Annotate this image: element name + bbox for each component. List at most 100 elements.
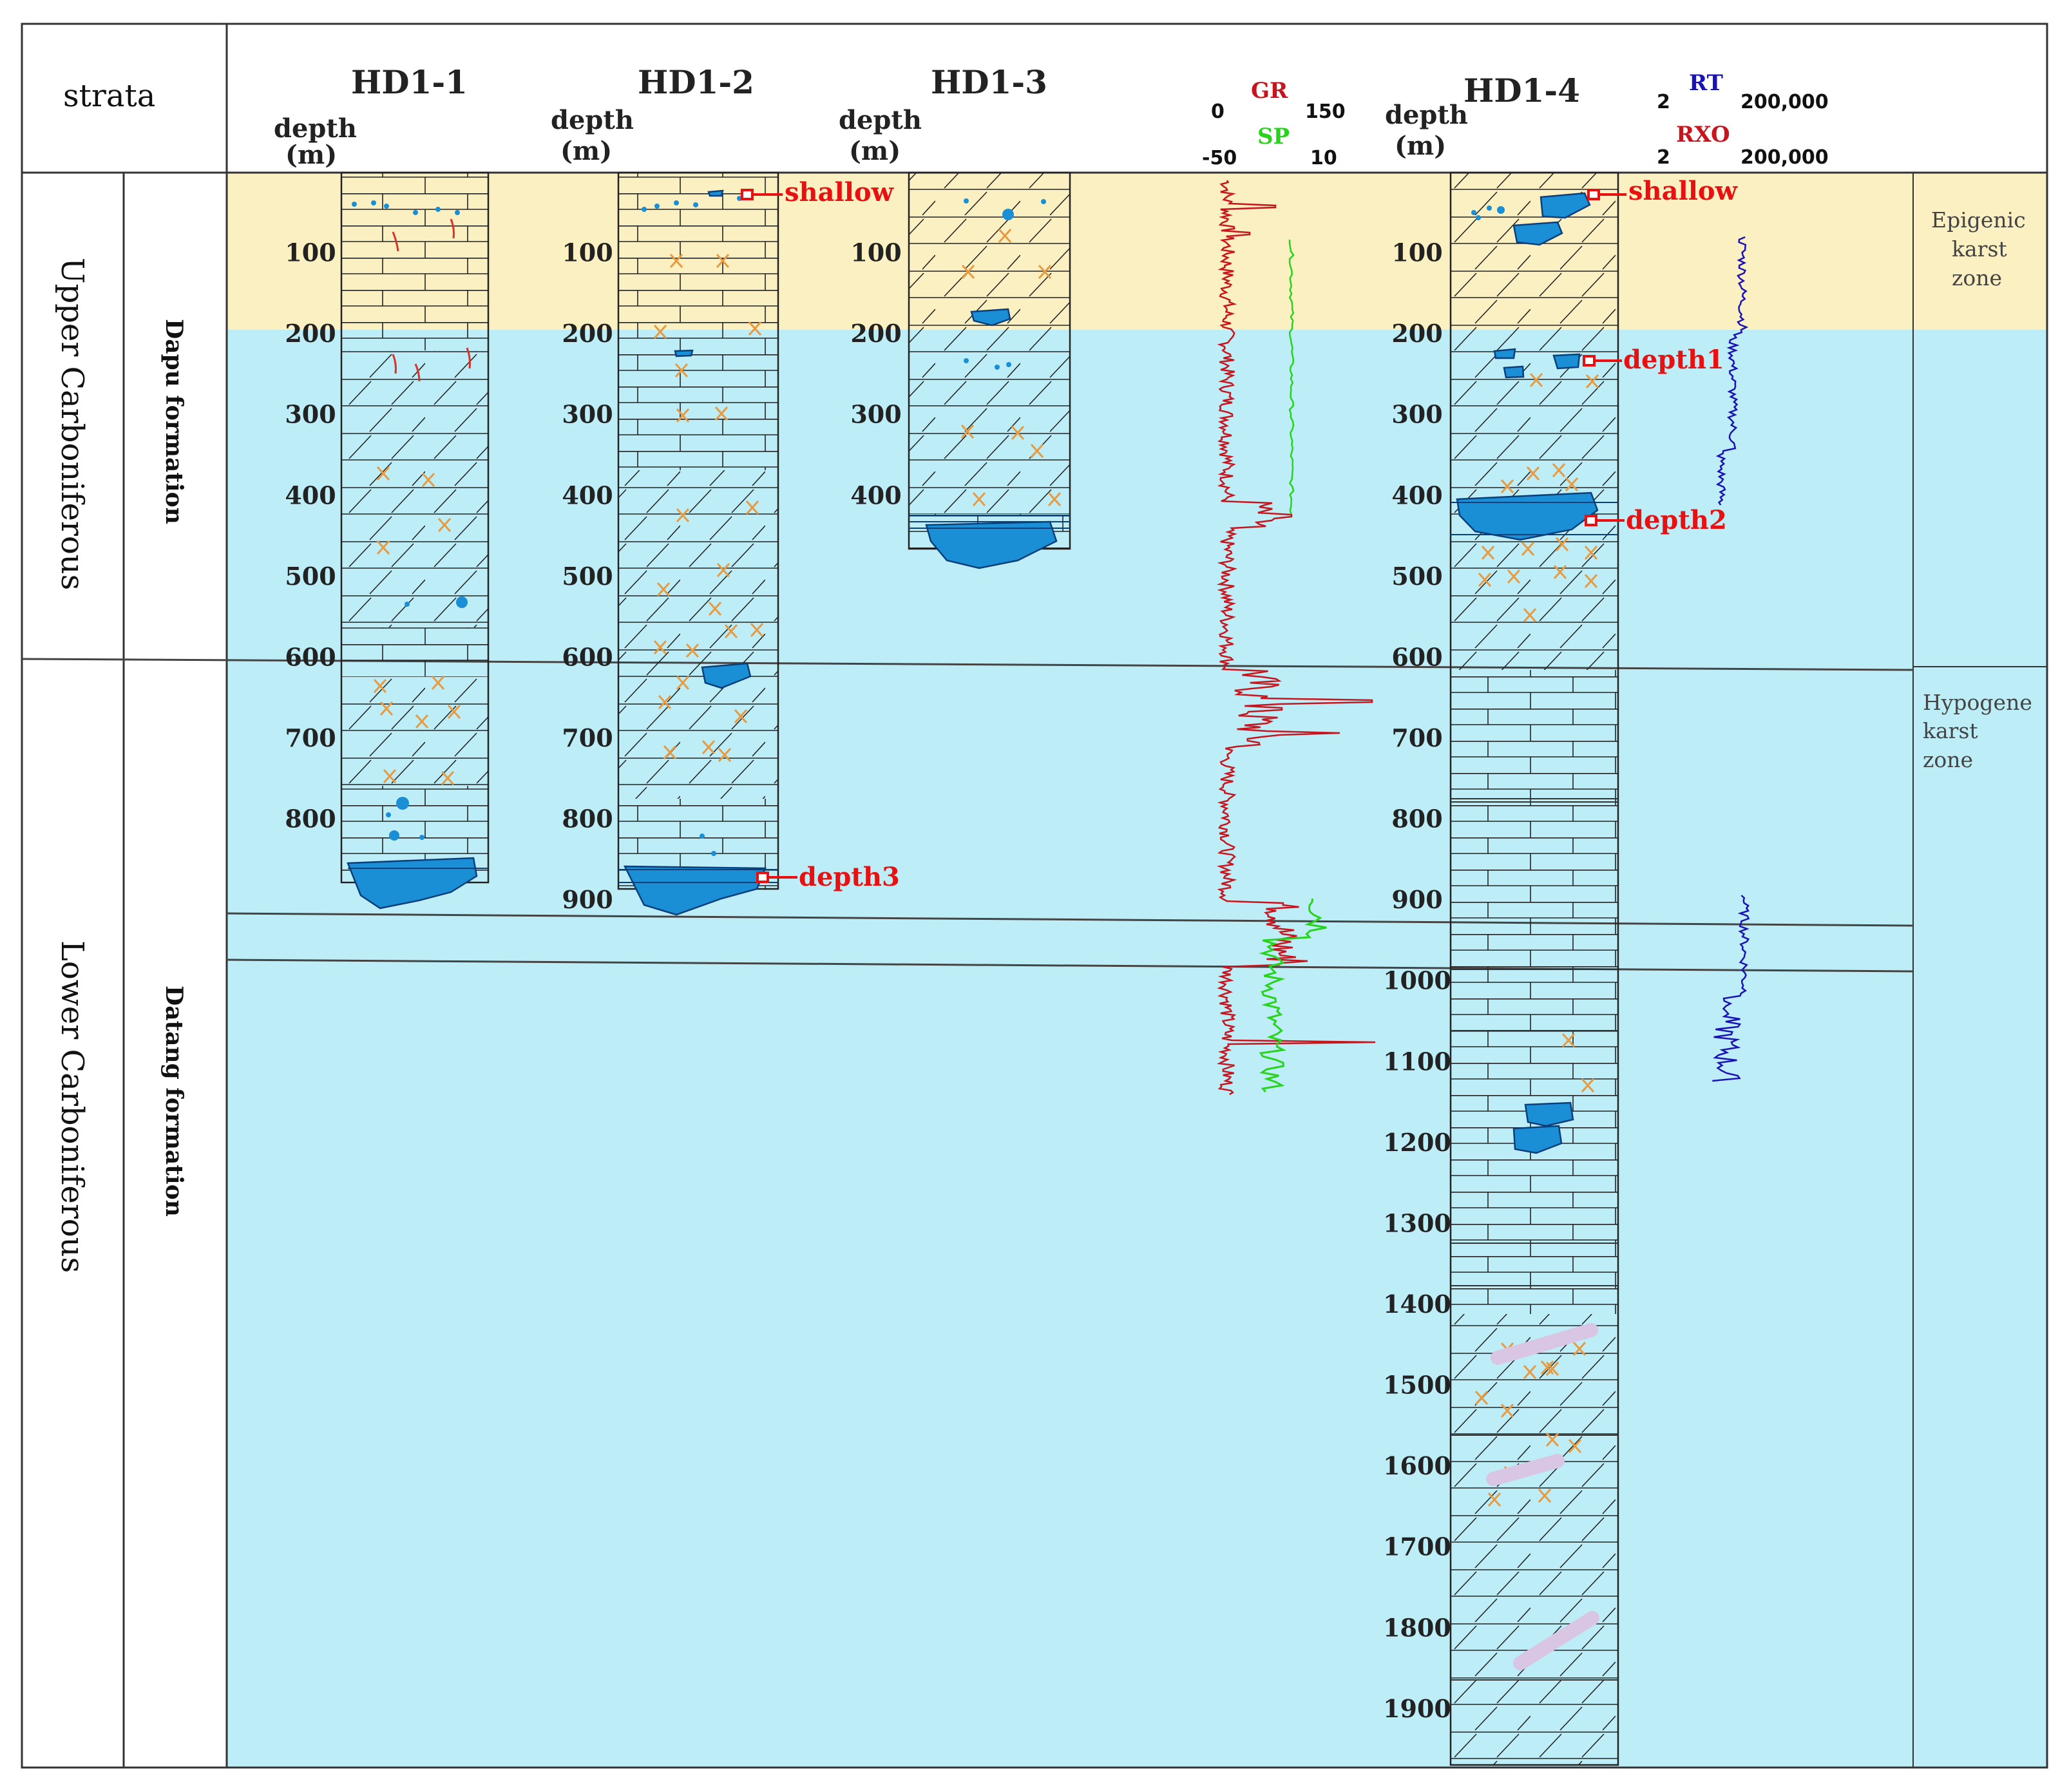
vug-dot bbox=[455, 210, 460, 215]
depth-tick-hd1-4-1100: 1100 bbox=[1383, 1047, 1451, 1076]
fracture-mark bbox=[466, 347, 471, 369]
vug-dot bbox=[642, 207, 647, 212]
cave-hd1-4-depth1-b bbox=[1552, 353, 1581, 370]
vug-dot bbox=[1476, 215, 1481, 220]
depth-unit-hd1-2: (m) bbox=[560, 136, 612, 166]
hypogene-zone-label-1: Hypogene bbox=[1923, 690, 2032, 715]
calcite-mark bbox=[1038, 264, 1052, 280]
depth-tick-hd1-4-1200: 1200 bbox=[1383, 1128, 1451, 1157]
vein-mark bbox=[1513, 1611, 1599, 1670]
sp-scale-max: 10 bbox=[1310, 147, 1337, 169]
depth-tick-hd1-1-500: 500 bbox=[285, 562, 336, 591]
sp-scale-min: -50 bbox=[1202, 147, 1237, 169]
depth-tick-hd1-2-500: 500 bbox=[562, 562, 613, 591]
vug-dot bbox=[674, 200, 679, 205]
lithology-column-hd1-4 bbox=[1449, 171, 1619, 1766]
depth-label-hd1-1: depth bbox=[274, 113, 357, 144]
calcite-mark bbox=[669, 253, 683, 269]
depth-tick-hd1-4-800: 800 bbox=[1391, 805, 1442, 834]
vug-dot bbox=[964, 198, 969, 204]
calcite-mark bbox=[441, 770, 455, 786]
depth-tick-hd1-4-1300: 1300 bbox=[1383, 1208, 1451, 1237]
fracture-mark bbox=[414, 363, 421, 382]
calcite-mark bbox=[1561, 1033, 1576, 1048]
vug-dot bbox=[995, 365, 1000, 370]
depth-unit-hd1-4: (m) bbox=[1395, 131, 1446, 161]
vug-dot bbox=[435, 207, 441, 212]
gr-log-curve bbox=[1216, 180, 1376, 1096]
calcite-mark bbox=[658, 694, 672, 710]
calcite-mark bbox=[1523, 607, 1537, 623]
depth-tick-hd1-4-1400: 1400 bbox=[1383, 1290, 1451, 1319]
vug-dot bbox=[386, 812, 391, 817]
vug-dot bbox=[1487, 205, 1492, 211]
sp-log-curve-lower bbox=[1259, 898, 1327, 1092]
calcite-mark bbox=[1568, 1438, 1582, 1454]
cave-hd1-2-shallow bbox=[707, 189, 724, 197]
cave-hd1-1-bottom bbox=[347, 857, 478, 910]
depth-unit-hd1-3: (m) bbox=[849, 136, 901, 166]
calcite-mark bbox=[734, 709, 748, 724]
upper-carboniferous-label: Upper Carboniferous bbox=[54, 258, 90, 590]
cave-hd1-4-lower-1 bbox=[1524, 1101, 1574, 1127]
karst-cavities bbox=[347, 189, 1599, 1154]
datang-formation-label: Datang formation bbox=[160, 986, 187, 1217]
rt-curve-name: RT bbox=[1689, 70, 1723, 96]
depth-tick-hd1-3-400: 400 bbox=[850, 481, 901, 510]
calcite-mark bbox=[998, 228, 1012, 243]
calcite-mark bbox=[1500, 1403, 1514, 1418]
calcite-mark bbox=[1523, 1364, 1537, 1380]
depth-tick-hd1-1-300: 300 bbox=[285, 400, 336, 429]
calcite-mark bbox=[1553, 564, 1567, 580]
depth-tick-hd1-4-700: 700 bbox=[1391, 723, 1442, 752]
calcite-mark bbox=[1581, 1078, 1595, 1093]
rxo-scale-min: 2 bbox=[1657, 146, 1670, 169]
lithology-column-hd1-1 bbox=[340, 171, 490, 884]
depth-tick-hd1-1-100: 100 bbox=[285, 238, 336, 267]
calcite-mark bbox=[676, 675, 690, 691]
depth-tick-hd1-1-400: 400 bbox=[285, 481, 336, 510]
calcite-mark bbox=[1487, 1492, 1502, 1507]
calcite-mark bbox=[674, 363, 689, 378]
depth-label-hd1-2: depth bbox=[551, 105, 634, 135]
table-frame bbox=[21, 23, 2048, 1769]
calcite-mark bbox=[718, 747, 732, 763]
depth-tick-hd1-4-200: 200 bbox=[1391, 319, 1442, 348]
gr-curve-name: GR bbox=[1251, 78, 1288, 104]
calcite-mark bbox=[1526, 466, 1540, 481]
annotation-shallow-hd1-2: shallow bbox=[785, 177, 895, 207]
fracture-mark bbox=[392, 354, 397, 374]
calcite-mark bbox=[653, 640, 667, 655]
vein-mark bbox=[1491, 1323, 1598, 1365]
calcite-mark bbox=[701, 739, 716, 755]
calcite-mark bbox=[716, 253, 730, 269]
depth-tick-hd1-2-900: 900 bbox=[562, 885, 613, 914]
annotation-depth3: depth3 bbox=[799, 862, 900, 892]
vug-spot bbox=[389, 830, 399, 841]
calcite-mark bbox=[714, 406, 729, 421]
sp-curve-name: SP bbox=[1257, 124, 1290, 149]
fracture-mark bbox=[450, 218, 455, 239]
rt-scale-min: 2 bbox=[1657, 91, 1670, 113]
calcite-mark bbox=[437, 517, 452, 533]
depth-tick-hd1-2-100: 100 bbox=[562, 238, 613, 267]
calcite-mark bbox=[421, 472, 435, 488]
calcite-mark bbox=[1545, 1361, 1559, 1377]
vug-dot bbox=[700, 834, 705, 839]
vug-dot bbox=[413, 210, 418, 215]
rxo-scale-max: 200,000 bbox=[1740, 146, 1829, 169]
vug-spot bbox=[1497, 206, 1505, 214]
calcite-mark bbox=[663, 745, 677, 760]
hypogene-zone-label-2: karst bbox=[1923, 718, 1978, 743]
hypogene-zone-band bbox=[227, 330, 2047, 1768]
calcite-mark bbox=[1565, 477, 1579, 492]
vug-dot bbox=[693, 202, 698, 207]
vug-spot bbox=[456, 596, 468, 608]
depth-tick-hd1-2-200: 200 bbox=[562, 319, 613, 348]
calcite-mark bbox=[1481, 545, 1495, 560]
vug-dot bbox=[711, 851, 716, 856]
calcite-mark bbox=[724, 624, 738, 639]
cave-hd1-2-bottom bbox=[623, 865, 767, 916]
epigenic-zone-label-1: Epigenic bbox=[1931, 207, 2026, 233]
